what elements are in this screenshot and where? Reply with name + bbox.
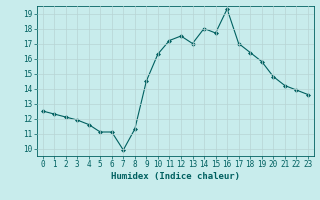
X-axis label: Humidex (Indice chaleur): Humidex (Indice chaleur) [111, 172, 240, 181]
